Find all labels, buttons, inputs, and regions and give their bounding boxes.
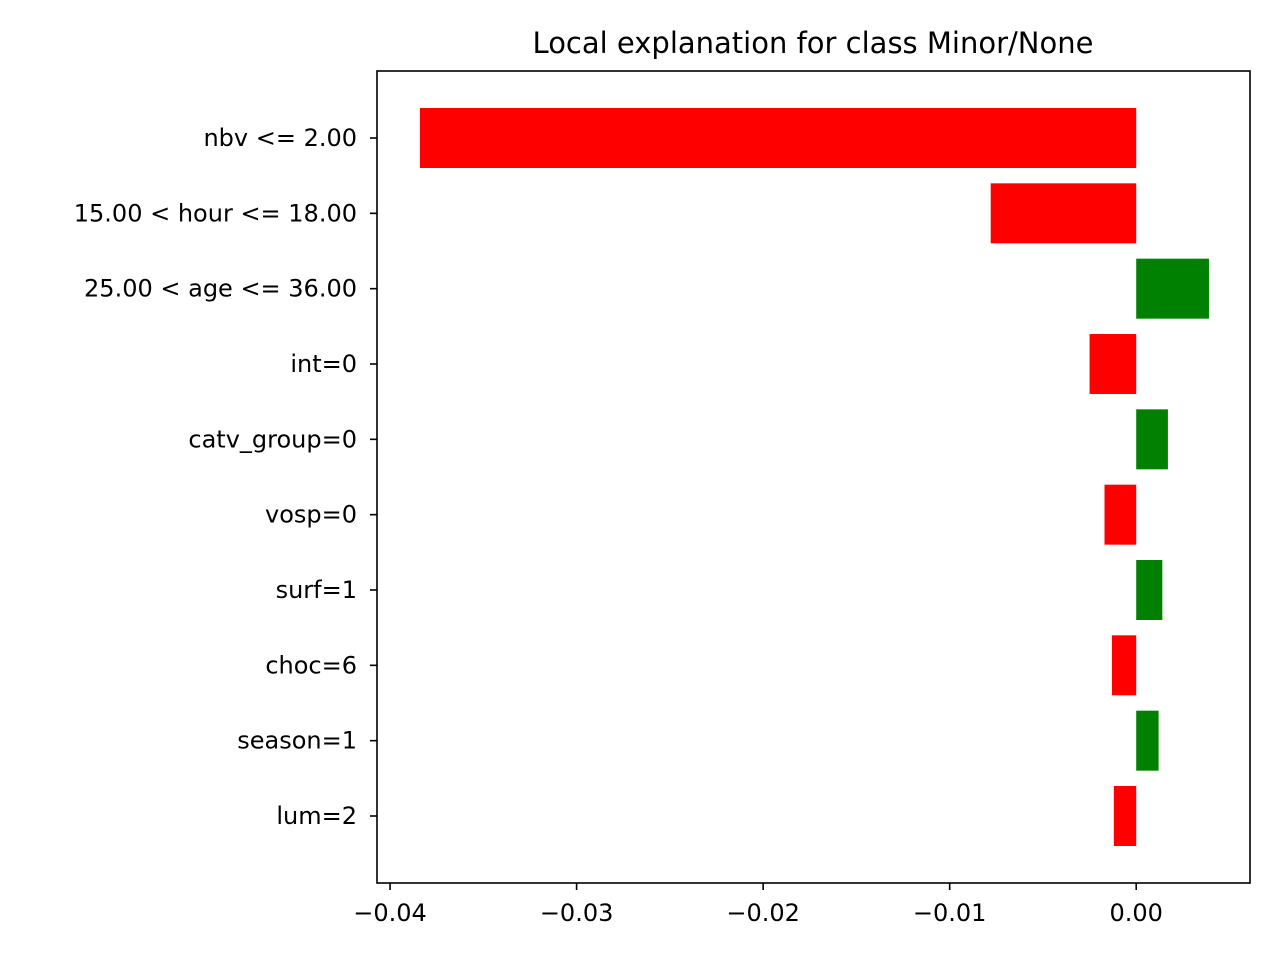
bar-0 xyxy=(419,108,1137,168)
x-tick-label-0: −0.04 xyxy=(353,899,427,927)
x-tick-label-3: −0.01 xyxy=(913,899,987,927)
bars-layer xyxy=(419,108,1209,846)
bar-9 xyxy=(1113,786,1137,846)
y-tick-label-4: catv_group=0 xyxy=(188,425,357,453)
x-axis-ticks: −0.04 −0.03 −0.02 −0.01 0.00 xyxy=(353,883,1163,927)
chart-title: Local explanation for class Minor/None xyxy=(533,26,1094,60)
y-tick-label-2: 25.00 < age <= 36.00 xyxy=(84,275,357,303)
x-tick-label-1: −0.03 xyxy=(540,899,614,927)
bar-4 xyxy=(1136,409,1168,470)
y-axis-ticks: nbv <= 2.00 15.00 < hour <= 18.00 25.00 < … xyxy=(74,124,377,830)
x-tick-label-4: 0.00 xyxy=(1109,899,1162,927)
bar-6 xyxy=(1136,560,1163,620)
plot-frame xyxy=(376,70,1251,884)
y-tick-label-9: lum=2 xyxy=(276,802,357,830)
x-tick-label-2: −0.02 xyxy=(726,899,800,927)
y-tick-label-1: 15.00 < hour <= 18.00 xyxy=(74,199,357,227)
bar-5 xyxy=(1104,484,1137,545)
bar-3 xyxy=(1089,334,1137,394)
y-tick-label-8: season=1 xyxy=(237,727,357,755)
bar-8 xyxy=(1136,710,1159,771)
y-tick-label-0: nbv <= 2.00 xyxy=(203,124,357,152)
bar-2 xyxy=(1136,258,1209,319)
bar-1 xyxy=(990,183,1137,244)
y-tick-label-3: int=0 xyxy=(290,350,357,378)
y-tick-label-6: surf=1 xyxy=(276,576,357,604)
y-tick-label-7: choc=6 xyxy=(265,651,357,679)
y-tick-label-5: vosp=0 xyxy=(265,501,357,529)
bar-7 xyxy=(1111,635,1137,696)
